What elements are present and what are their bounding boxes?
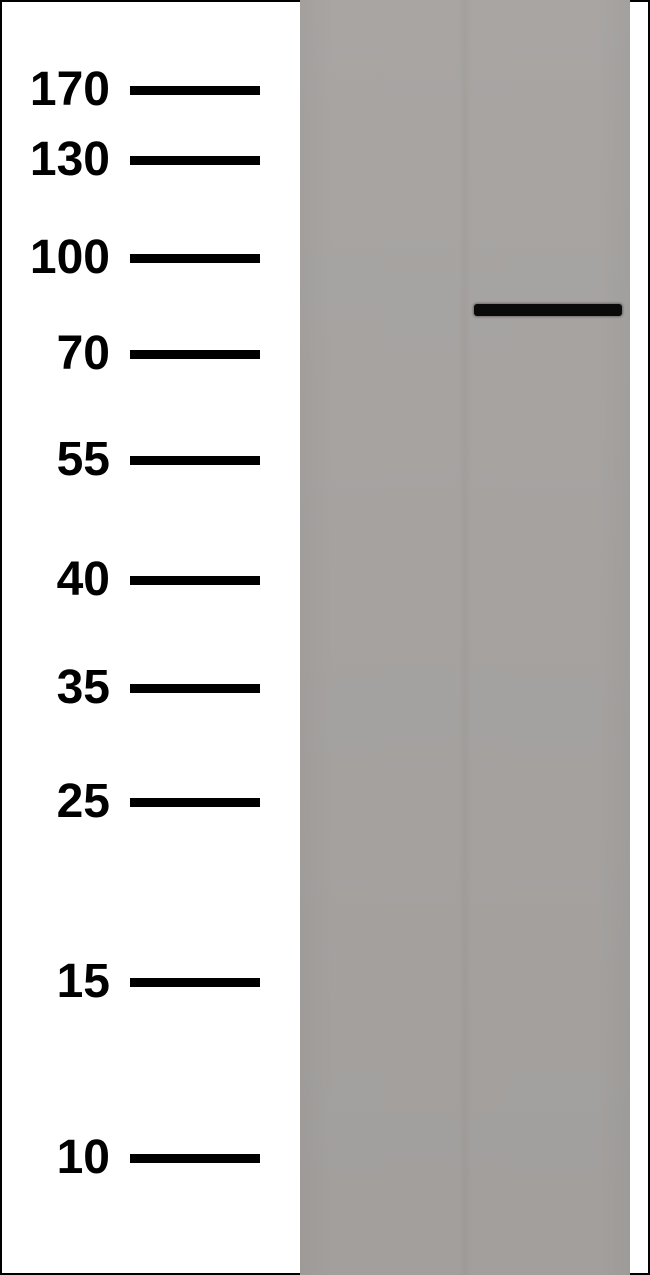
mw-label-70: 70 xyxy=(10,326,110,381)
mw-label-35: 35 xyxy=(10,660,110,715)
mw-tick-55 xyxy=(130,456,260,465)
western-blot-figure: 170 130 100 70 55 40 35 25 15 10 xyxy=(0,0,650,1275)
mw-label-55: 55 xyxy=(10,432,110,487)
mw-label-25: 25 xyxy=(10,774,110,829)
mw-label-130: 130 xyxy=(10,132,110,187)
lane-2-band-0 xyxy=(474,304,622,316)
blot-membrane xyxy=(300,0,630,1275)
mw-tick-40 xyxy=(130,576,260,585)
mw-label-170: 170 xyxy=(10,62,110,117)
mw-tick-10 xyxy=(130,1154,260,1163)
mw-tick-130 xyxy=(130,156,260,165)
mw-label-100: 100 xyxy=(10,230,110,285)
mw-tick-70 xyxy=(130,350,260,359)
mw-label-10: 10 xyxy=(10,1130,110,1185)
mw-tick-100 xyxy=(130,254,260,263)
mw-label-15: 15 xyxy=(10,954,110,1009)
molecular-weight-ladder: 170 130 100 70 55 40 35 25 15 10 xyxy=(0,0,280,1275)
mw-tick-15 xyxy=(130,978,260,987)
mw-tick-170 xyxy=(130,86,260,95)
mw-label-40: 40 xyxy=(10,552,110,607)
mw-tick-25 xyxy=(130,798,260,807)
mw-tick-35 xyxy=(130,684,260,693)
